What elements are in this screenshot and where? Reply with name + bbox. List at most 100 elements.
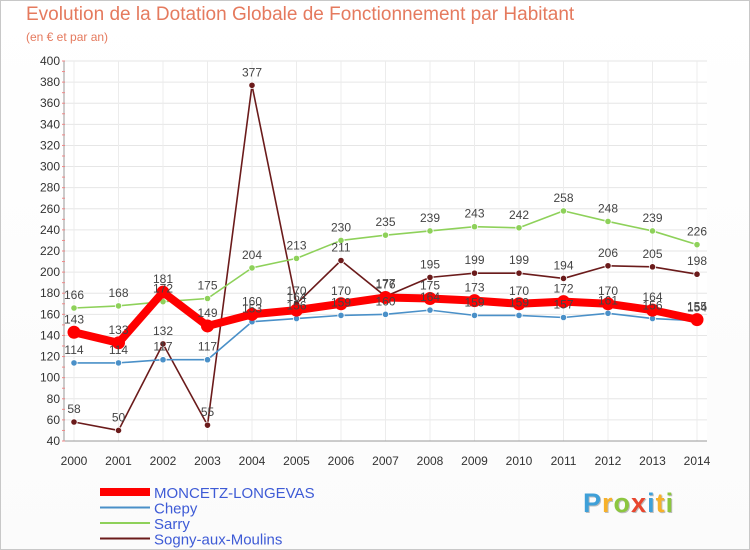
data-label: 58 <box>67 402 81 416</box>
y-tick-label: 60 <box>47 413 61 427</box>
data-label: 170 <box>509 284 529 298</box>
data-label: 159 <box>331 295 351 309</box>
data-point <box>292 254 301 262</box>
data-label: 160 <box>242 294 262 308</box>
x-tick-label: 2012 <box>595 454 622 468</box>
x-tick-label: 2008 <box>417 454 444 468</box>
data-point <box>203 356 212 364</box>
data-point <box>248 81 256 89</box>
data-point <box>112 336 125 350</box>
data-label: 114 <box>109 343 128 357</box>
x-tick-label: 2014 <box>684 454 711 468</box>
data-label: 248 <box>598 201 618 215</box>
data-label: 175 <box>197 279 217 293</box>
data-point <box>114 302 123 310</box>
x-tick-label: 2004 <box>239 454 266 468</box>
x-tick-label: 2010 <box>506 454 533 468</box>
legend-label: Sogny-aux-Moulins <box>154 532 282 549</box>
data-label: 239 <box>642 211 662 225</box>
data-point <box>426 306 434 314</box>
data-point <box>70 359 78 367</box>
legend: MONCETZ-LONGEVASChepySarrySogny-aux-Moul… <box>100 485 315 549</box>
y-tick-label: 320 <box>40 138 60 152</box>
y-tick-label: 360 <box>40 96 60 110</box>
data-point <box>337 236 345 245</box>
x-tick-label: 2013 <box>639 454 666 468</box>
data-point <box>381 231 390 239</box>
data-label: 143 <box>64 312 84 326</box>
data-point <box>470 269 479 277</box>
data-point <box>290 303 303 317</box>
y-tick-label: 260 <box>40 202 60 216</box>
y-tick-label: 400 <box>40 54 60 68</box>
data-point <box>114 359 123 367</box>
data-point <box>601 297 615 311</box>
data-label: 132 <box>153 324 173 338</box>
data-point <box>334 297 348 311</box>
data-point <box>512 297 526 311</box>
data-label: 170 <box>331 284 351 298</box>
y-tick-label: 380 <box>40 75 60 89</box>
logo-letter: x <box>631 488 648 518</box>
data-label: 195 <box>420 257 440 271</box>
y-tick-label: 340 <box>40 117 60 131</box>
x-tick-label: 2005 <box>283 454 310 468</box>
data-label: 156 <box>642 299 662 313</box>
data-label: 159 <box>464 295 484 309</box>
logo-letter: i <box>647 488 656 518</box>
data-point <box>70 418 78 426</box>
data-label: 50 <box>112 410 126 424</box>
data-point <box>604 309 612 317</box>
data-label: 205 <box>642 247 662 261</box>
data-point <box>381 310 390 318</box>
legend-label: Chepy <box>154 501 198 518</box>
data-point <box>604 217 612 226</box>
data-point <box>559 207 568 215</box>
legend-label: Sarry <box>154 516 190 533</box>
data-point <box>379 290 392 304</box>
data-label: 168 <box>108 286 128 300</box>
legend-label: MONCETZ-LONGEVAS <box>154 485 315 502</box>
y-tick-label: 280 <box>40 181 60 195</box>
data-point <box>515 311 523 319</box>
data-label: 258 <box>553 191 573 205</box>
y-tick-label: 100 <box>40 371 60 385</box>
data-point <box>114 426 123 435</box>
data-point <box>690 313 704 327</box>
logo-letter: i <box>665 488 675 518</box>
x-tick-label: 2002 <box>150 454 177 468</box>
x-tick-label: 2011 <box>551 454 577 468</box>
data-point <box>337 256 345 265</box>
data-label: 133 <box>108 323 128 337</box>
data-label: 172 <box>153 282 173 296</box>
data-label: 155 <box>687 300 707 314</box>
data-point <box>515 269 523 277</box>
data-point <box>515 224 523 232</box>
data-point <box>559 274 568 283</box>
data-point <box>559 313 568 322</box>
data-point <box>468 294 481 308</box>
data-point <box>159 356 167 364</box>
data-label: 173 <box>464 281 484 295</box>
data-label: 199 <box>464 253 484 267</box>
chart-title: Evolution de la Dotation Globale de Fonc… <box>26 4 575 25</box>
logo-letter: r <box>602 488 614 518</box>
data-label: 164 <box>642 290 662 304</box>
data-label: 206 <box>598 246 618 260</box>
x-tick-label: 2003 <box>194 454 221 468</box>
x-tick-label: 2001 <box>105 454 132 468</box>
data-point <box>470 311 479 319</box>
data-point <box>159 340 167 348</box>
data-label: 153 <box>242 302 262 316</box>
data-label: 172 <box>553 282 573 296</box>
y-tick-label: 220 <box>40 244 60 258</box>
data-label: 166 <box>64 288 84 302</box>
data-point <box>693 270 701 278</box>
series-lines <box>67 81 704 435</box>
data-point <box>426 227 434 235</box>
logo-letter: t <box>655 488 666 518</box>
data-point <box>203 294 212 303</box>
data-label: 204 <box>242 248 262 262</box>
data-label: 154 <box>687 301 707 315</box>
